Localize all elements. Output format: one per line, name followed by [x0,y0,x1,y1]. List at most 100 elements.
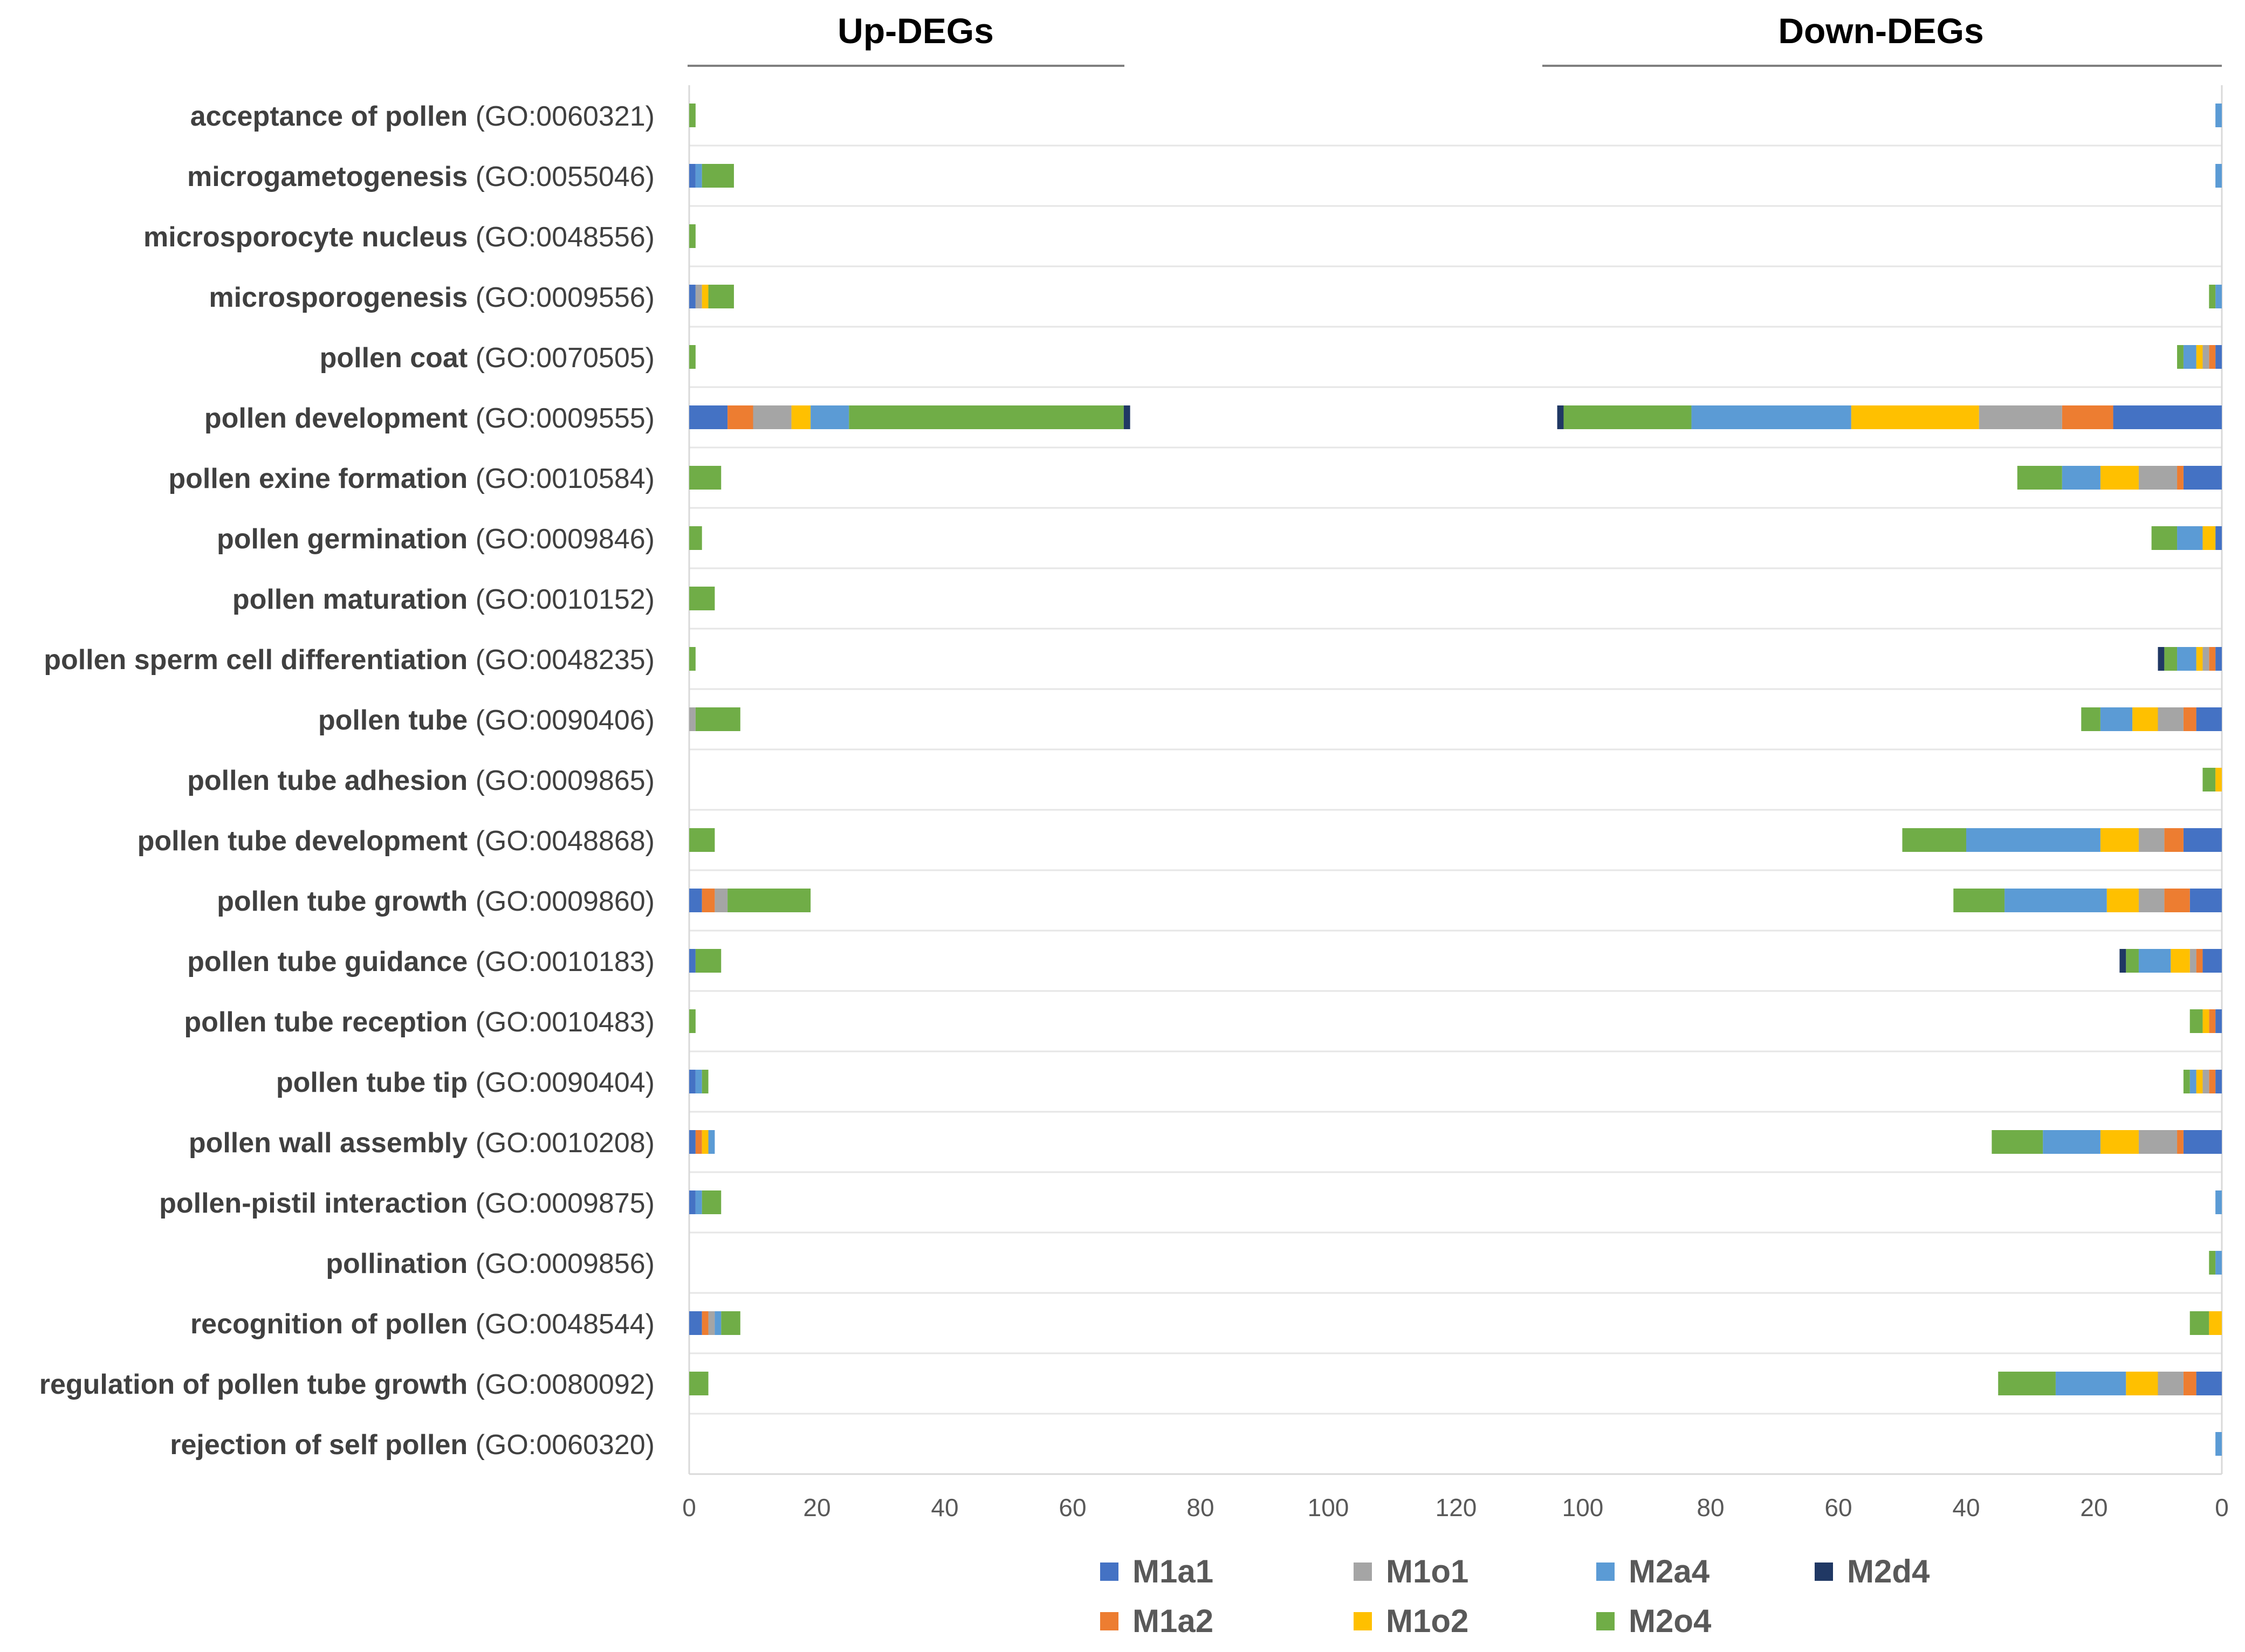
up-bar-m1o1-pollen-tube-growth [715,889,728,912]
down-bar-m1o2-pollen-tube-development [2100,828,2139,852]
up-bar-m2o4-pollen-tube-growth [727,889,811,912]
down-bar-m2a4-pollen-wall-assembly [2043,1130,2100,1154]
down-bar-m1o1-pollen-tube-development [2138,828,2165,852]
category-name: pollen-pistil interaction [159,1188,475,1219]
down-bar-m1a1-pollen-tube [2196,707,2222,731]
category-go-id: (GO:0048556) [476,222,655,253]
category-name: pollen tube adhesion [187,765,475,796]
category-go-id: (GO:0060321) [476,101,655,132]
down-bar-m1a2-pollen-tube [2183,707,2196,731]
category-go-id: (GO:0055046) [476,161,655,192]
category-name: acceptance of pollen [190,101,476,132]
category-label-pollen-development: pollen development (GO:0009555) [204,403,655,434]
category-name: regulation of pollen tube growth [39,1369,476,1400]
down-bar-m2o4-regulation-of-pollen-tube-growth [1998,1372,2056,1395]
up-bar-m2o4-pollen-germination [689,526,702,550]
up-bar-m2o4-pollen-tube-tip [702,1070,709,1093]
legend-item-m1a1: M1a1 [1100,1553,1213,1590]
category-go-id: (GO:0010208) [476,1127,655,1159]
up-bar-m1o2-pollen-wall-assembly [702,1130,709,1154]
down-bar-m1a2-pollen-tube-guidance [2196,949,2203,973]
category-label-pollen-germination: pollen germination (GO:0009846) [217,524,655,555]
down-bar-m2a4-acceptance-of-pollen [2215,104,2222,127]
category-go-id: (GO:0009865) [476,765,655,796]
category-name: pollen tube [318,705,476,736]
down-bar-m1o2-pollen-exine-formation [2100,466,2139,490]
category-label-pollen-tube-development: pollen tube development (GO:0048868) [138,825,655,857]
category-name: microgametogenesis [187,161,476,192]
down-tick-label: 20 [2080,1493,2107,1522]
up-bar-m1a1-pollen-pistil-interaction [689,1190,696,1214]
up-bar-m1a1-pollen-tube-growth [689,889,702,912]
category-label-pollen-sperm-cell-differentiation: pollen sperm cell differentiation (GO:00… [44,644,655,676]
down-bar-m2o4-pollen-tube-reception [2189,1009,2203,1033]
category-label-pollination: pollination (GO:0009856) [326,1248,655,1279]
down-bar-m1a2-pollen-wall-assembly [2177,1130,2184,1154]
down-bar-m1a1-regulation-of-pollen-tube-growth [2196,1372,2222,1395]
category-name: pollen tube reception [184,1007,475,1038]
up-bar-m1o2-pollen-development [791,405,811,429]
down-bar-m2a4-pollen-exine-formation [2062,466,2100,490]
down-bar-m1a1-pollen-wall-assembly [2183,1130,2222,1154]
category-go-id: (GO:0090406) [476,705,655,736]
category-label-pollen-tube-tip: pollen tube tip (GO:0090404) [276,1067,655,1098]
down-bar-m1o1-pollen-tube [2158,707,2184,731]
panel-title-down-degs: Down-DEGs [1778,11,1983,51]
up-bar-m1o1-pollen-tube [689,707,696,731]
down-bar-m2a4-pollen-germination [2177,526,2203,550]
down-bar-m1a2-pollen-tube-tip [2209,1070,2216,1093]
up-bar-m2a4-recognition-of-pollen [715,1311,722,1335]
category-name: recognition of pollen [190,1309,476,1340]
down-bar-m2o4-pollen-tube-adhesion [2202,768,2216,791]
down-bar-m1o1-pollen-coat [2202,345,2209,369]
down-bar-m1a2-regulation-of-pollen-tube-growth [2183,1372,2196,1395]
up-bar-m1o1-recognition-of-pollen [708,1311,715,1335]
up-bar-m2o4-pollen-coat [689,345,696,369]
category-name: pollen sperm cell differentiation [44,644,475,676]
legend: M1a1 M1o1 M2a4 M2d4 M1a2 M1o2 M2o4 [1100,1553,1930,1650]
up-bar-m1o1-microsporogenesis [695,285,702,308]
up-bar-m2o4-microsporogenesis [708,285,734,308]
legend-label-m2o4: M2o4 [1629,1603,1712,1639]
category-name: pollen exine formation [168,463,475,494]
down-bar-m1a2-pollen-tube-growth [2164,889,2190,912]
legend-label-m2a4: M2a4 [1629,1553,1710,1589]
down-bar-m2o4-recognition-of-pollen [2189,1311,2209,1335]
up-bar-m2o4-pollen-tube-development [689,828,715,852]
category-label-regulation-of-pollen-tube-growth: regulation of pollen tube growth (GO:008… [39,1369,655,1400]
category-name: pollen germination [217,524,476,555]
down-bar-m2a4-microgametogenesis [2215,164,2222,188]
category-label-microsporocyte-nucleus: microsporocyte nucleus (GO:0048556) [143,222,655,253]
category-name: pollen development [204,403,476,434]
category-name: pollination [326,1248,475,1279]
down-bar-m1a1-pollen-germination [2215,526,2222,550]
category-label-pollen-wall-assembly: pollen wall assembly (GO:0010208) [189,1127,655,1159]
down-bar-m1a2-pollen-exine-formation [2177,466,2184,490]
up-bar-m2d4-pollen-development [1123,405,1130,429]
category-name: pollen coat [320,342,476,374]
up-bar-m1a2-pollen-development [727,405,753,429]
up-bar-m2o4-pollen-tube [695,707,740,731]
down-bar-m1o2-pollen-tube-growth [2106,889,2139,912]
down-bar-m1o1-pollen-wall-assembly [2138,1130,2178,1154]
down-bar-m1a1-pollen-tube-growth [2189,889,2222,912]
up-bar-m2o4-pollen-exine-formation [689,466,722,490]
down-bar-m2o4-pollen-coat [2177,345,2184,369]
down-bar-m2a4-pollen-coat [2183,345,2196,369]
legend-item-m1o1: M1o1 [1354,1553,1468,1590]
down-bar-m1o2-pollen-development [1851,405,1979,429]
down-bar-m1o2-pollen-coat [2196,345,2203,369]
down-bar-m1o1-pollen-tube-growth [2138,889,2165,912]
legend-label-m1a2: M1a2 [1132,1603,1214,1639]
up-bar-m2o4-pollen-pistil-interaction [702,1190,722,1214]
category-label-pollen-exine-formation: pollen exine formation (GO:0010584) [168,463,655,494]
up-bar-m2a4-pollen-pistil-interaction [695,1190,702,1214]
down-bar-m2a4-rejection-of-self-pollen [2215,1432,2222,1456]
down-bar-m1a2-pollen-tube-reception [2209,1009,2216,1033]
up-tick-label: 120 [1436,1493,1477,1522]
legend-label-m1a1: M1a1 [1132,1553,1214,1589]
up-bar-m2o4-pollen-development [849,405,1124,429]
up-bar-m1a1-recognition-of-pollen [689,1311,702,1335]
category-name: pollen wall assembly [189,1127,476,1159]
legend-swatch-m1o2 [1354,1612,1372,1630]
